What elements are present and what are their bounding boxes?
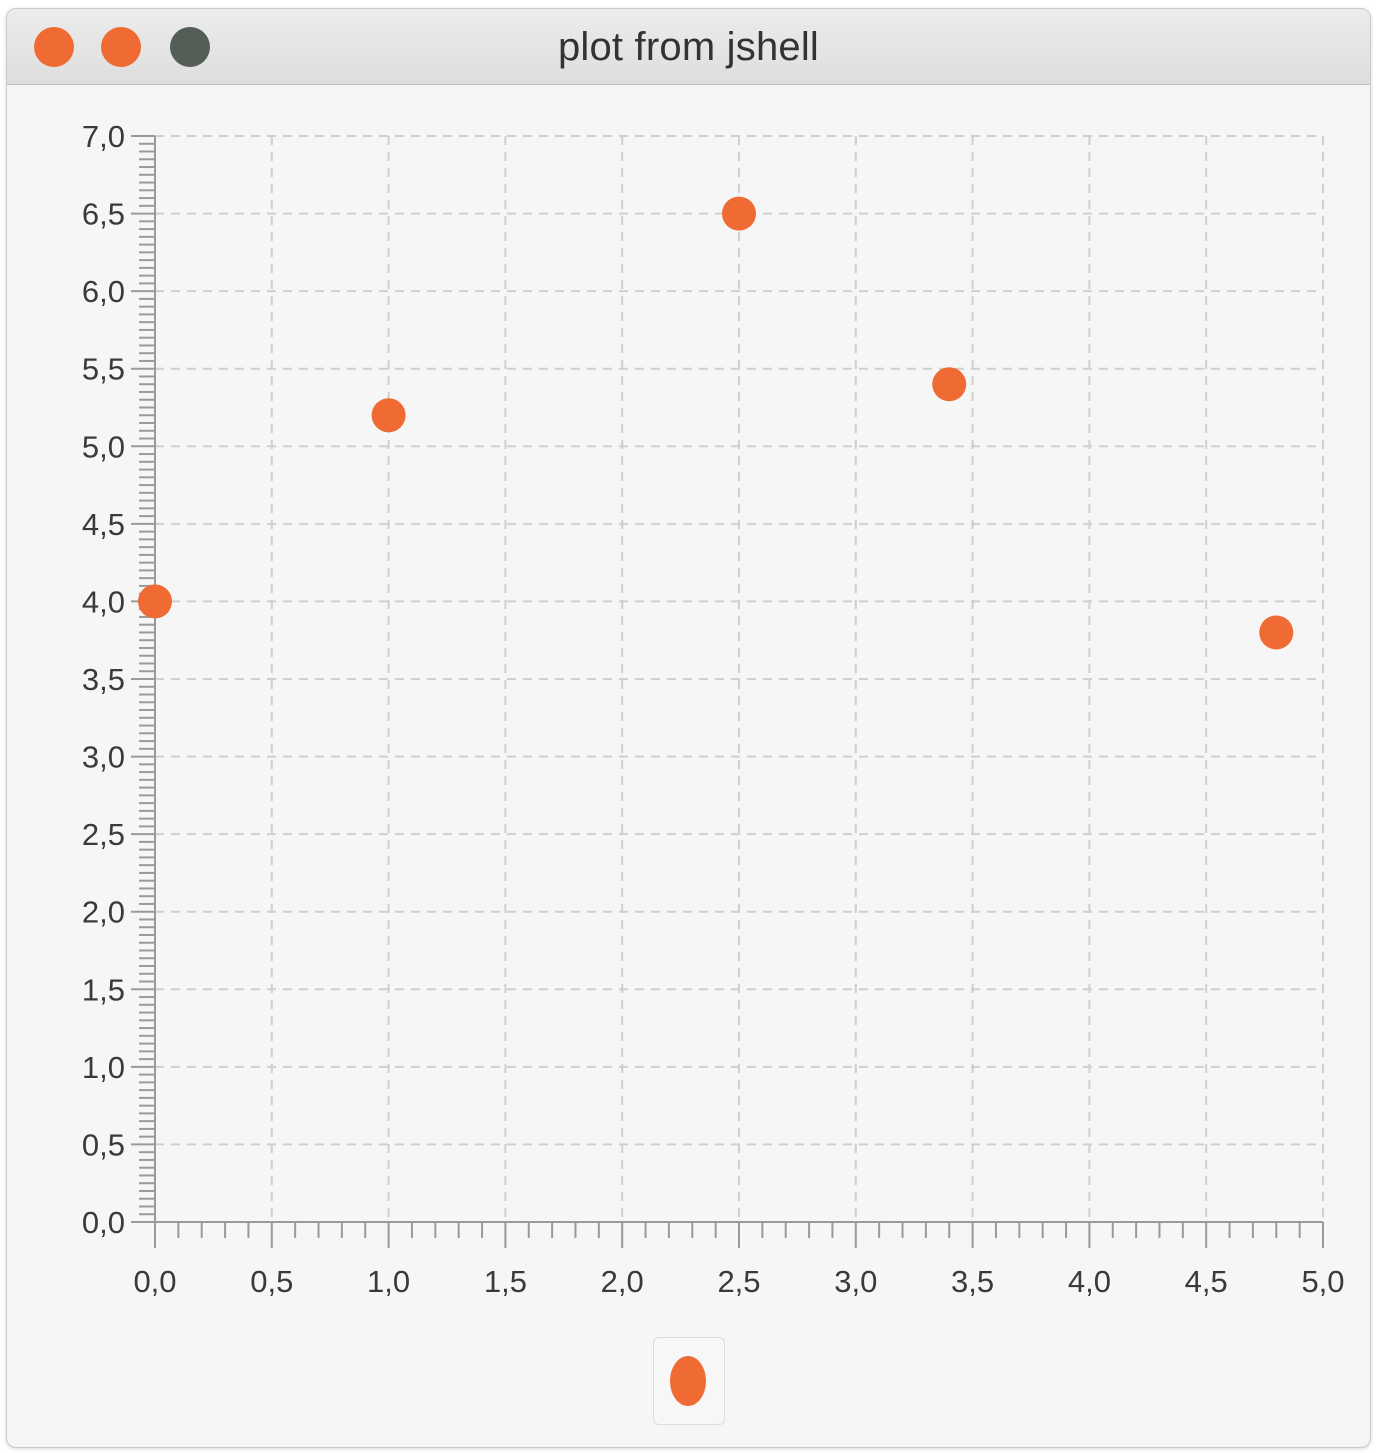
x-tick-label: 1,0 <box>367 1264 410 1299</box>
y-tick-label: 0,0 <box>82 1205 125 1240</box>
scatter-chart: 0,0 0,5 1,0 1,5 2,0 2,5 3,0 3,5 4,0 4,5 5,0 0,0 0,5 1… <box>82 119 1345 1299</box>
y-tick-label: 5,0 <box>82 429 125 464</box>
minimize-button[interactable] <box>101 27 141 67</box>
y-tick-label: 5,5 <box>82 352 125 387</box>
data-point[interactable] <box>371 398 406 433</box>
y-tick-label: 7,0 <box>82 119 125 154</box>
axes <box>131 135 1324 1248</box>
y-tick-label: 4,0 <box>82 584 125 619</box>
x-tick-label: 4,0 <box>1068 1264 1111 1299</box>
data-point[interactable] <box>722 196 756 231</box>
zoom-button[interactable] <box>170 27 210 67</box>
tick-labels: 0,0 0,5 1,0 1,5 2,0 2,5 3,0 3,5 4,0 4,5 5,0 0,0 0,5 1… <box>82 119 1345 1299</box>
y-tick-label: 2,0 <box>82 895 125 930</box>
x-tick-label: 2,5 <box>717 1264 760 1299</box>
data-point[interactable] <box>138 584 172 619</box>
title-bar[interactable]: plot from jshell <box>7 9 1370 85</box>
close-button[interactable] <box>34 27 74 67</box>
x-tick-label: 0,0 <box>133 1264 176 1299</box>
x-tick-label: 3,5 <box>951 1264 994 1299</box>
x-tick-label: 3,0 <box>834 1264 877 1299</box>
y-tick-label: 2,5 <box>82 817 125 852</box>
plot-window: plot from jshell 0,0 0,5 1,0 1,5 2,0 2,5 3,0 3,… <box>6 8 1371 1448</box>
x-tick-label: 4,5 <box>1185 1264 1228 1299</box>
y-tick-label: 0,5 <box>82 1127 125 1162</box>
x-tick-label: 2,0 <box>601 1264 644 1299</box>
y-tick-label: 6,0 <box>82 274 125 309</box>
x-tick-label: 0,5 <box>250 1264 293 1299</box>
data-points <box>138 196 1294 650</box>
legend[interactable] <box>653 1337 725 1425</box>
data-point[interactable] <box>1259 615 1294 650</box>
x-tick-label: 5,0 <box>1301 1264 1344 1299</box>
y-tick-label: 3,5 <box>82 662 125 697</box>
data-point[interactable] <box>932 367 967 402</box>
y-tick-label: 3,0 <box>82 740 125 775</box>
y-tick-label: 1,0 <box>82 1050 125 1085</box>
y-tick-label: 6,5 <box>82 197 125 232</box>
y-tick-label: 4,5 <box>82 507 125 542</box>
grid <box>155 135 1324 1222</box>
x-tick-label: 1,5 <box>484 1264 527 1299</box>
window-title: plot from jshell <box>557 25 820 69</box>
y-tick-label: 1,5 <box>82 972 125 1007</box>
legend-series-marker <box>670 1356 706 1406</box>
